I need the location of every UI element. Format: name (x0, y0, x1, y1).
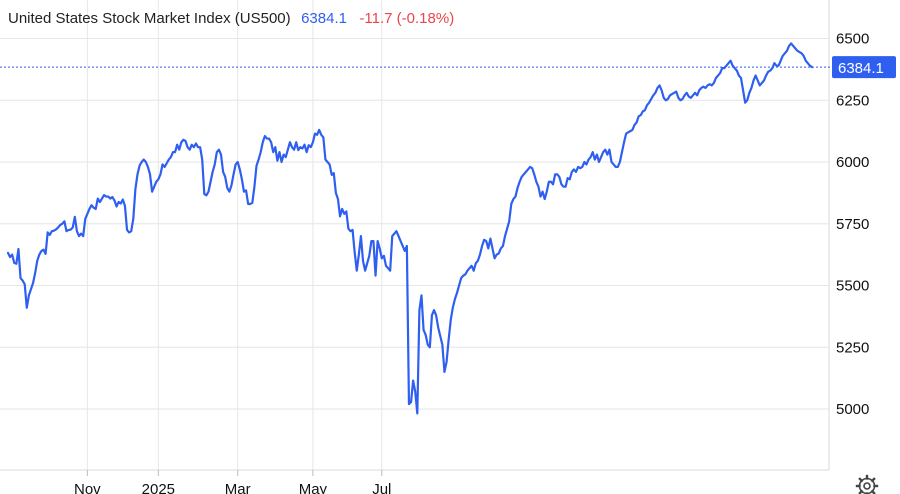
x-tick-marks (86, 470, 383, 476)
series-line (6, 42, 814, 415)
header-last-value: 6384.1 (301, 10, 347, 27)
y-tick-label: 5750 (836, 216, 869, 233)
chart-title: United States Stock Market Index (US500) (8, 10, 291, 27)
x-tick-label: May (299, 481, 328, 494)
y-tick-label: 6250 (836, 92, 869, 109)
x-tick-label: 2025 (142, 481, 175, 494)
x-tick-label: Mar (225, 481, 251, 494)
x-tick-label: Nov (74, 481, 101, 494)
y-tick-label: 6500 (836, 31, 869, 48)
last-value-badge: 6384.1 (832, 56, 896, 79)
y-tick-labels: 5000 5250 5500 5750 6000 6250 6500 (836, 31, 869, 419)
gridlines (0, 0, 829, 470)
y-tick-label: 5250 (836, 339, 869, 356)
chart-header: United States Stock Market Index (US500)… (8, 10, 454, 27)
last-value-badge-bg (832, 56, 896, 79)
last-value-badge-label: 6384.1 (838, 60, 884, 77)
y-tick-label: 5000 (836, 401, 869, 418)
header-change: -11.7 (-0.18%) (359, 10, 454, 27)
x-tick-labels: Nov 2025 Mar May Jul (74, 481, 391, 494)
y-tick-label: 5500 (836, 278, 869, 295)
y-tick-label: 6000 (836, 154, 869, 171)
x-tick-label: Jul (372, 481, 391, 494)
gear-icon[interactable] (855, 474, 879, 494)
